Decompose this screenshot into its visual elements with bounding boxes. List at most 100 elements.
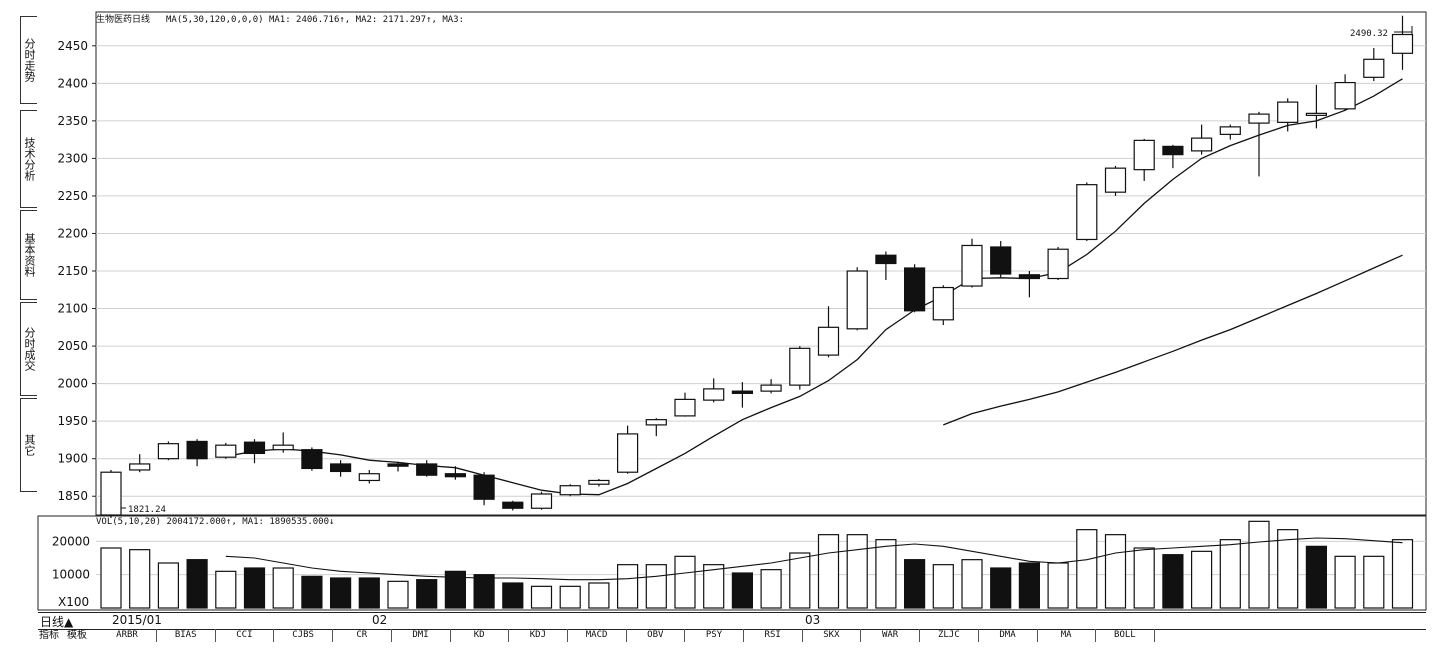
volume-bar [1076, 529, 1098, 609]
volume-bar [961, 559, 983, 609]
indicator-tab-obv[interactable]: OBV [626, 629, 686, 642]
candle-body [1133, 139, 1155, 171]
vol-legend: VOL(5,10,20) 2004172.000↑, MA1: 1890535.… [96, 517, 334, 527]
indicator-tab-war[interactable]: WAR [861, 629, 921, 642]
volume-bar [846, 534, 868, 609]
volume-bar [875, 539, 897, 609]
candle-body [530, 493, 553, 509]
volume-bar [301, 575, 323, 609]
candle-body [1219, 126, 1241, 135]
indicator-tab-dma[interactable]: DMA [979, 629, 1038, 642]
date-label-mar: 03 [805, 613, 821, 627]
candle-body [272, 444, 294, 451]
volume-bar [1047, 562, 1069, 609]
candle-body [1104, 167, 1127, 193]
volume-bar [387, 580, 409, 609]
volume-bar [330, 577, 352, 609]
candle-body [473, 474, 495, 500]
candle-body [1363, 58, 1385, 78]
volume-bar [100, 547, 122, 609]
chart-area[interactable]: 1850 1900 1950 2000 2050 2100 2150 2200 2250 2300… [0, 0, 1436, 612]
price-tick-label: 2050 [57, 339, 88, 353]
indicator-tab-arbr[interactable]: ARBR [98, 629, 157, 642]
candle-body [1391, 33, 1414, 54]
high-label: 2490.32 [1350, 29, 1388, 39]
indicator-tab-kdj[interactable]: KDJ [509, 629, 568, 642]
indicator-tab-bias[interactable]: BIAS [157, 629, 216, 642]
date-label-jan: 2015/01 [112, 613, 162, 627]
indicator-tab-ma[interactable]: MA [1037, 629, 1097, 642]
indicator-tab-macd[interactable]: MACD [568, 629, 627, 642]
ma1-line [225, 78, 1403, 496]
sidebar-tab-trades[interactable]: 分时成交 [20, 302, 37, 396]
volume-bar [703, 564, 725, 609]
volume-bar [444, 570, 466, 609]
sidebar-tab-fundamentals[interactable]: 基本资料 [20, 210, 37, 300]
indicator-tab-dmi[interactable]: DMI [392, 629, 451, 642]
price-tick-label: 2150 [57, 264, 88, 278]
low-label: 1821.24 [128, 505, 166, 515]
price-tick-label: 2100 [57, 302, 88, 316]
candle-body [817, 326, 840, 356]
price-tick-label: 2400 [57, 76, 88, 90]
candle-body [903, 267, 926, 312]
sidebar-tab-timeshare[interactable]: 分时走势 [20, 16, 37, 104]
candle-body [760, 384, 782, 392]
price-tick-label: 2450 [57, 39, 88, 53]
volume-bar [588, 582, 610, 609]
candle-body [100, 471, 122, 516]
sidebar-tab-technical[interactable]: 技术分析 [20, 110, 37, 208]
indicator-tab-cjbs[interactable]: CJBS [274, 629, 334, 642]
candle-body [301, 449, 323, 470]
candle-body [1248, 113, 1270, 124]
price-tick-label: 2200 [57, 226, 88, 240]
volume-bar [645, 564, 667, 609]
price-tick-label: 1900 [57, 452, 88, 466]
tab-indicator[interactable]: 指标 [39, 630, 59, 641]
indicator-tab-skx[interactable]: SKX [802, 629, 862, 642]
volume-tick-label: 20000 [52, 534, 90, 548]
volume-bar [559, 585, 581, 609]
candle-body [1076, 184, 1098, 241]
candle-body [1190, 137, 1213, 152]
indicator-tab-cci[interactable]: CCI [215, 629, 275, 642]
candle-body [932, 286, 954, 321]
volume-bar [1363, 555, 1385, 609]
candle-body [645, 419, 667, 426]
volume-bar [530, 585, 553, 609]
indicator-tab-boll[interactable]: BOLL [1096, 629, 1155, 642]
volume-bar [1133, 547, 1155, 609]
indicator-tab-psy[interactable]: PSY [685, 629, 744, 642]
indicator-tab-cr[interactable]: CR [333, 629, 392, 642]
volume-bar [1305, 545, 1328, 609]
candle-body [215, 444, 237, 458]
volume-bar [358, 577, 380, 609]
candle-body [129, 463, 151, 471]
candle-body [703, 388, 725, 401]
volume-bar [1391, 539, 1414, 609]
candle-body [330, 463, 352, 473]
sidebar-tab-other[interactable]: 其它 [20, 398, 37, 492]
volume-tick-label: 10000 [52, 568, 90, 582]
volume-bar [932, 564, 954, 609]
indicator-tab-zljc[interactable]: ZLJC [920, 629, 979, 642]
sidebar: 分时走势 技术分析 基本资料 分时成交 其它 [0, 10, 38, 498]
volume-bar [903, 559, 926, 609]
volume-bar [186, 559, 208, 609]
indicator-tab-rsi[interactable]: RSI [744, 629, 803, 642]
ma-legend: MA(5,30,120,0,0,0) MA1: 2406.716↑, MA2: … [166, 15, 464, 25]
candle-body [243, 441, 266, 455]
volume-bar [157, 562, 179, 609]
period-selector[interactable]: 日线▲ [40, 615, 74, 629]
volume-bar [990, 567, 1012, 609]
price-tick-label: 1950 [57, 414, 88, 428]
volume-bar [1104, 534, 1127, 609]
price-tick-label: 2300 [57, 151, 88, 165]
candle-body [1334, 81, 1356, 110]
tab-template[interactable]: 模板 [67, 630, 87, 641]
indicator-tab-row: 指标 模板 ARBR BIAS CCI CJBS CR DMI KD KDJ MACD OBV PS… [38, 629, 1426, 643]
volume-frame [37, 515, 1427, 611]
candle-body [846, 270, 868, 330]
indicator-tab-kd[interactable]: KD [450, 629, 510, 642]
candle-body [588, 479, 610, 485]
